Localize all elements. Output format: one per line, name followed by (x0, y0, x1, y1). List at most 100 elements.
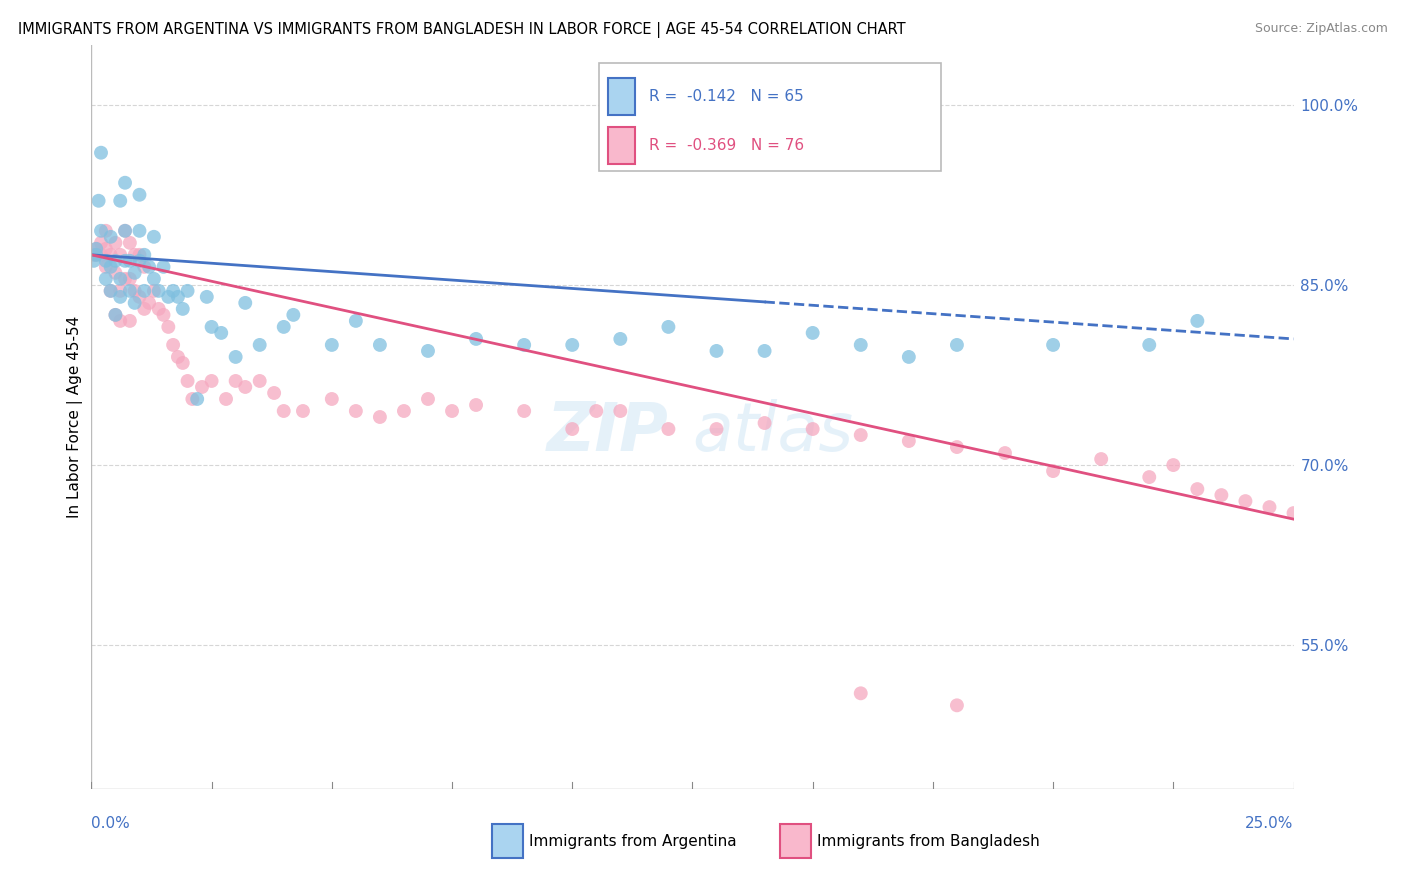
Point (84, 242, 107, 256)
Point (157, 319, 180, 334)
Y-axis label: In Labor Force | Age 45-54: In Labor Force | Age 45-54 (67, 316, 83, 518)
Point (657, 422, 679, 436)
Point (104, 253, 127, 268)
Point (134, 248, 156, 262)
Text: Immigrants from Bangladesh: Immigrants from Bangladesh (817, 834, 1039, 848)
Point (849, 428, 872, 442)
Point (104, 308, 127, 322)
Point (283, 308, 305, 322)
Point (249, 374, 271, 388)
Point (897, 434, 920, 448)
Point (124, 284, 146, 298)
Point (128, 224, 150, 238)
Point (1234, 494, 1257, 508)
Point (104, 308, 127, 322)
Point (128, 248, 150, 262)
Point (100, 284, 122, 298)
Point (465, 398, 488, 412)
Point (167, 350, 190, 364)
Text: 0.0%: 0.0% (91, 816, 131, 831)
Text: 25.0%: 25.0% (1246, 816, 1294, 831)
Point (291, 404, 314, 418)
Point (1282, 506, 1305, 520)
Point (994, 446, 1017, 460)
Point (94, 253, 117, 268)
Point (801, 422, 824, 436)
Point (416, 343, 439, 358)
Point (321, 392, 343, 406)
Point (181, 392, 204, 406)
Point (90, 145, 112, 160)
Point (344, 314, 367, 328)
Point (100, 284, 122, 298)
Point (100, 260, 122, 274)
Point (94, 272, 117, 286)
Point (138, 296, 160, 310)
FancyBboxPatch shape (609, 127, 634, 164)
Text: ZIP: ZIP (547, 399, 668, 465)
Point (124, 248, 146, 262)
Point (657, 319, 679, 334)
Point (134, 284, 156, 298)
FancyBboxPatch shape (609, 78, 634, 115)
Point (124, 296, 146, 310)
Point (94, 260, 117, 274)
Point (1187, 314, 1209, 328)
Point (94, 224, 117, 238)
Point (128, 253, 150, 268)
Point (513, 404, 536, 418)
Point (1187, 482, 1209, 496)
Text: R =  -0.142   N = 65: R = -0.142 N = 65 (650, 89, 804, 104)
Point (321, 338, 343, 352)
Point (148, 301, 170, 316)
Point (118, 284, 141, 298)
Point (124, 266, 146, 280)
Text: atlas: atlas (692, 399, 853, 465)
Point (225, 350, 247, 364)
Point (225, 374, 247, 388)
Point (897, 350, 920, 364)
Point (114, 176, 136, 190)
Point (114, 253, 136, 268)
Text: IMMIGRANTS FROM ARGENTINA VS IMMIGRANTS FROM BANGLADESH IN LABOR FORCE | AGE 45-: IMMIGRANTS FROM ARGENTINA VS IMMIGRANTS … (18, 22, 905, 38)
Point (84, 248, 107, 262)
Point (83, 248, 105, 262)
Point (368, 410, 391, 425)
Point (946, 698, 969, 713)
Point (90, 235, 112, 250)
Point (114, 224, 136, 238)
Point (110, 284, 132, 298)
Point (561, 422, 583, 436)
Point (114, 224, 136, 238)
Point (233, 296, 256, 310)
Point (110, 194, 132, 208)
Point (110, 248, 132, 262)
Point (128, 187, 150, 202)
Point (946, 338, 969, 352)
Point (191, 380, 214, 394)
Point (1090, 452, 1112, 467)
Point (90, 224, 112, 238)
Point (148, 284, 170, 298)
Point (561, 338, 583, 352)
Point (1258, 500, 1281, 515)
Point (209, 326, 232, 340)
Point (134, 301, 156, 316)
Text: Source: ZipAtlas.com: Source: ZipAtlas.com (1254, 22, 1388, 36)
Point (195, 290, 218, 304)
FancyBboxPatch shape (599, 63, 941, 171)
Point (440, 404, 463, 418)
Point (754, 343, 776, 358)
Point (706, 343, 728, 358)
Point (162, 338, 184, 352)
Point (465, 332, 488, 346)
Point (706, 422, 728, 436)
Point (801, 326, 824, 340)
Point (344, 404, 367, 418)
Point (754, 416, 776, 430)
Point (849, 338, 872, 352)
Point (142, 272, 165, 286)
Point (249, 338, 271, 352)
Point (87, 194, 110, 208)
Point (142, 284, 165, 298)
